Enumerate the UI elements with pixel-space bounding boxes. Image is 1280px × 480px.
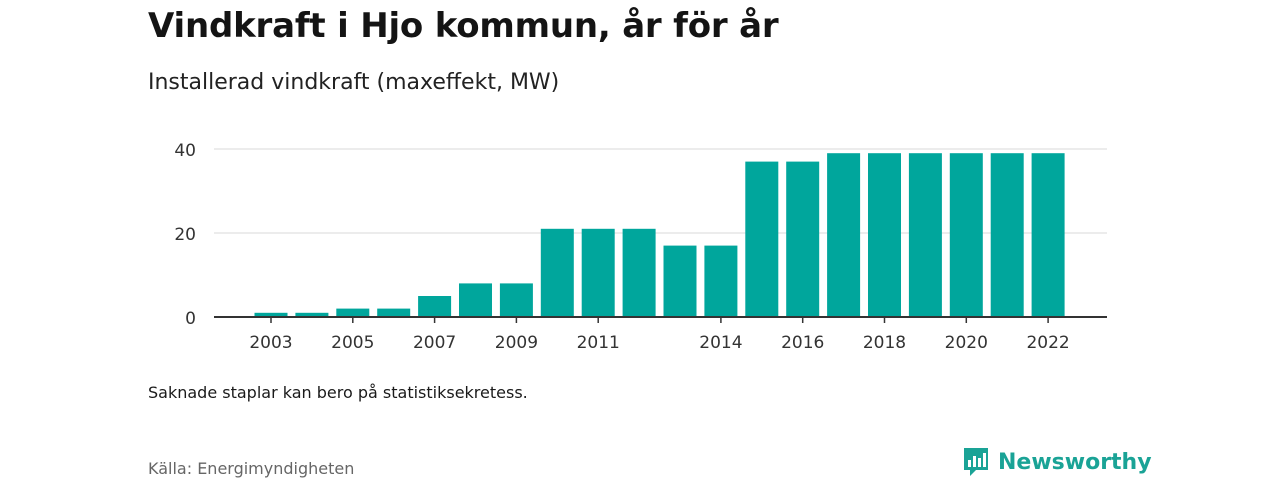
source-label: Källa: Energimyndigheten	[148, 459, 355, 478]
y-tick-label: 40	[174, 141, 196, 161]
bar-2018	[868, 153, 901, 317]
x-tick-label: 2011	[577, 333, 620, 353]
x-axis-labels: 2003 2005 2007 2009 2011 2014 2016 2018 2020 2022	[249, 317, 1070, 353]
x-tick-label: 2003	[249, 333, 292, 353]
bar-2013	[663, 245, 697, 317]
bar-2022	[1031, 153, 1065, 317]
x-tick-label: 2016	[781, 333, 824, 353]
y-tick-label: 20	[174, 225, 196, 245]
x-tick-label: 2007	[413, 333, 456, 353]
bar-2010	[540, 228, 574, 317]
brand-name: Newsworthy	[998, 449, 1152, 475]
x-tick-label: 2018	[863, 333, 906, 353]
bar-2016	[786, 161, 820, 317]
bar-2020	[949, 153, 983, 317]
bar-2015	[745, 161, 779, 317]
x-tick-label: 2020	[945, 333, 988, 353]
chart-subtitle: Installerad vindkraft (maxeffekt, MW)	[148, 70, 560, 95]
brand-logo[interactable]: Newsworthy	[962, 446, 1152, 478]
bar-2014	[704, 245, 738, 317]
bar-2017	[827, 153, 861, 317]
x-tick-label: 2014	[699, 333, 742, 353]
chart-title: Vindkraft i Hjo kommun, år för år	[148, 6, 779, 46]
bar-2008	[459, 283, 492, 317]
bar-2005	[336, 308, 370, 317]
bar-2006	[377, 308, 411, 317]
bar-2004	[295, 312, 329, 317]
y-axis-labels: 0 20 40	[174, 141, 196, 329]
bar-2019	[908, 153, 942, 317]
bars	[254, 153, 1065, 317]
bar-2009	[499, 283, 533, 317]
y-tick-label: 0	[185, 309, 196, 329]
bar-2021	[990, 153, 1024, 317]
bar-2003	[254, 312, 288, 317]
x-tick-label: 2022	[1026, 333, 1069, 353]
newsworthy-logo-icon	[964, 448, 988, 476]
chart-note: Saknade staplar kan bero på statistiksek…	[148, 383, 528, 402]
bar-2011	[581, 228, 615, 317]
bar-2007	[418, 296, 452, 317]
x-tick-label: 2005	[331, 333, 374, 353]
bar-2012	[622, 228, 656, 317]
x-tick-label: 2009	[495, 333, 538, 353]
